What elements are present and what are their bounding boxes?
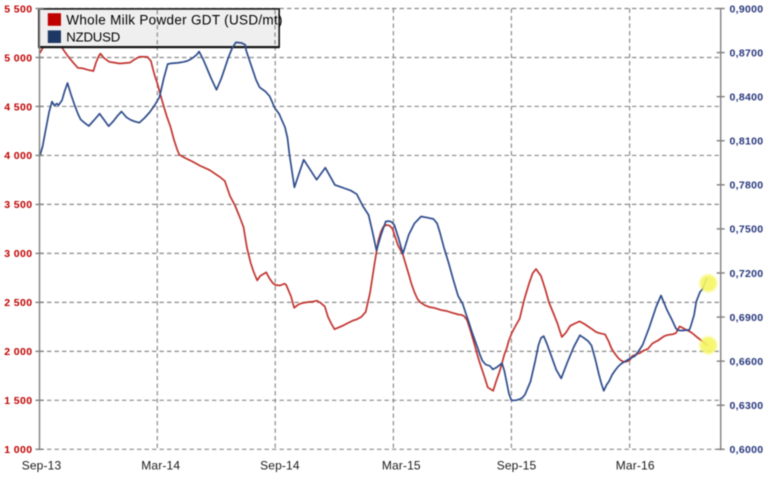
svg-text:0,8700: 0,8700 (730, 47, 764, 59)
svg-text:Mar-14: Mar-14 (141, 458, 180, 472)
svg-text:0,8400: 0,8400 (730, 91, 764, 103)
svg-text:2 500: 2 500 (4, 297, 32, 309)
svg-text:0,7800: 0,7800 (730, 180, 764, 192)
svg-text:4 000: 4 000 (4, 150, 32, 162)
svg-text:1 000: 1 000 (4, 444, 32, 456)
svg-text:3 500: 3 500 (4, 199, 32, 211)
svg-text:Whole Milk Powder GDT (USD/mt): Whole Milk Powder GDT (USD/mt) (66, 12, 283, 27)
svg-text:0,9000: 0,9000 (730, 3, 764, 15)
svg-text:Sep-14: Sep-14 (260, 458, 300, 472)
svg-text:0,6300: 0,6300 (730, 400, 764, 412)
svg-text:Sep-15: Sep-15 (497, 458, 537, 472)
svg-text:1 500: 1 500 (4, 395, 32, 407)
svg-text:0,6600: 0,6600 (730, 356, 764, 368)
svg-text:2 000: 2 000 (4, 346, 32, 358)
svg-text:5 000: 5 000 (4, 52, 32, 64)
svg-text:0,7200: 0,7200 (730, 268, 764, 280)
svg-text:5 500: 5 500 (4, 3, 32, 15)
svg-text:0,8100: 0,8100 (730, 136, 764, 148)
svg-text:0,6900: 0,6900 (730, 312, 764, 324)
svg-text:0,7500: 0,7500 (730, 224, 764, 236)
svg-text:0,6000: 0,6000 (730, 444, 764, 456)
svg-text:4 500: 4 500 (4, 101, 32, 113)
svg-text:Mar-16: Mar-16 (616, 458, 655, 472)
svg-text:Mar-15: Mar-15 (382, 458, 421, 472)
svg-text:Sep-13: Sep-13 (22, 458, 62, 472)
svg-text:3 000: 3 000 (4, 248, 32, 260)
svg-text:NZDUSD: NZDUSD (66, 29, 120, 44)
